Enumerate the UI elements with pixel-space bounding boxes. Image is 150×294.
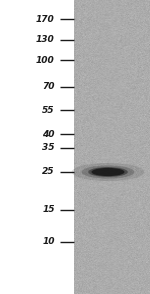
Ellipse shape: [88, 167, 128, 177]
Text: 40: 40: [42, 130, 55, 139]
Text: 100: 100: [36, 56, 55, 65]
Bar: [74, 0, 150, 294]
Text: 70: 70: [42, 82, 55, 91]
Bar: [0, 0, 74, 294]
Text: 170: 170: [36, 15, 55, 24]
Text: 55: 55: [42, 106, 55, 115]
Text: 15: 15: [42, 205, 55, 214]
Text: 10: 10: [42, 238, 55, 246]
Ellipse shape: [82, 166, 134, 178]
Text: 25: 25: [42, 168, 55, 176]
Text: 130: 130: [36, 35, 55, 44]
Ellipse shape: [92, 168, 124, 176]
Text: 35: 35: [42, 143, 55, 152]
Ellipse shape: [72, 163, 144, 181]
